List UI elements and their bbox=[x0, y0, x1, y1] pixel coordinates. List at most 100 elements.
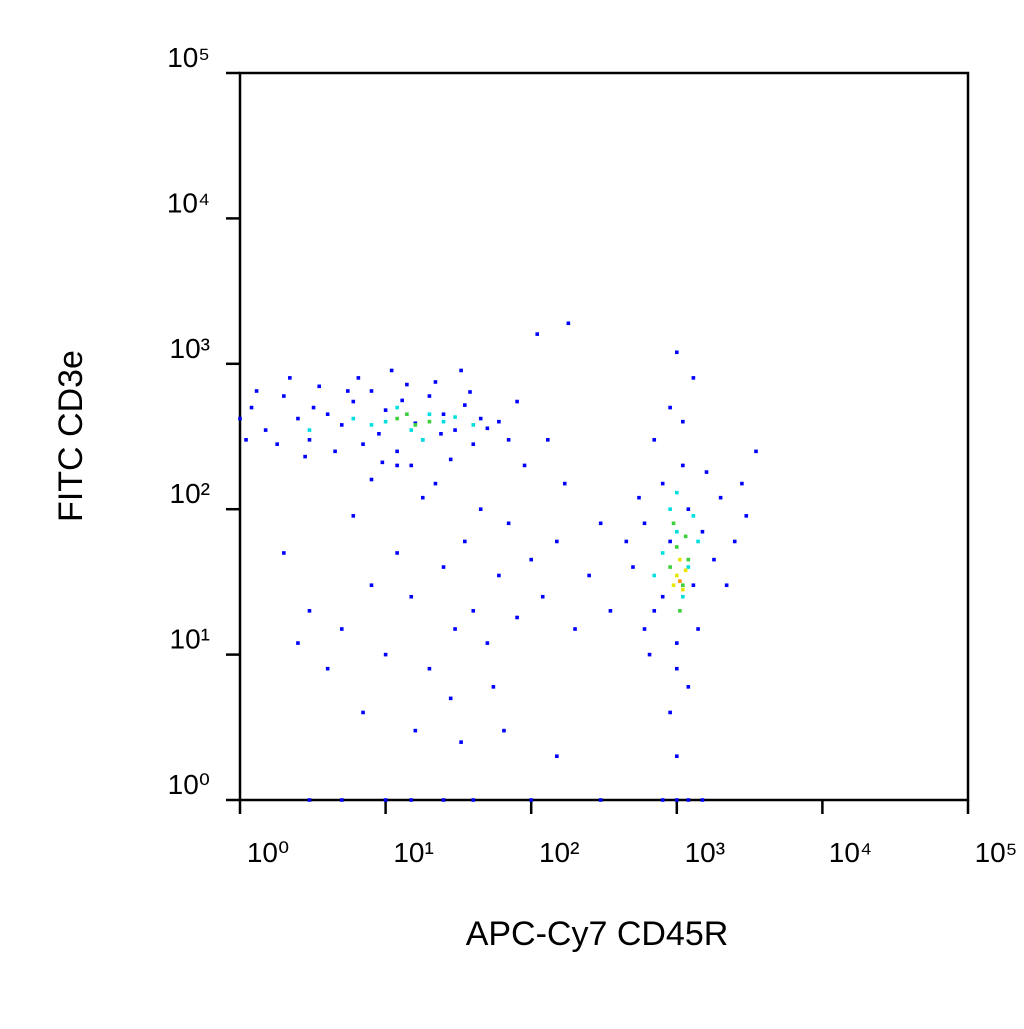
data-point bbox=[249, 405, 254, 410]
data-point bbox=[660, 594, 665, 599]
data-point bbox=[686, 557, 691, 562]
data-point bbox=[351, 399, 356, 404]
data-point bbox=[696, 627, 700, 631]
data-point bbox=[704, 470, 709, 474]
data-point bbox=[660, 481, 665, 486]
data-point bbox=[485, 426, 490, 431]
y-tick-label: 10⁴ bbox=[167, 187, 210, 218]
data-point bbox=[325, 666, 330, 671]
data-point bbox=[647, 652, 652, 657]
data-point bbox=[441, 565, 446, 569]
data-point bbox=[307, 609, 312, 613]
x-tick-label: 10⁴ bbox=[829, 837, 872, 868]
data-point bbox=[380, 460, 385, 465]
data-point bbox=[395, 463, 399, 468]
data-point bbox=[307, 438, 312, 442]
data-point bbox=[383, 419, 388, 424]
data-point bbox=[296, 641, 300, 645]
data-point bbox=[566, 321, 571, 326]
data-point bbox=[631, 565, 635, 569]
data-point bbox=[427, 666, 432, 671]
data-point bbox=[453, 415, 457, 419]
data-point bbox=[471, 423, 476, 427]
data-point bbox=[369, 389, 374, 393]
data-point bbox=[478, 507, 483, 511]
data-point bbox=[427, 412, 432, 417]
data-point bbox=[361, 710, 365, 715]
data-point bbox=[356, 376, 361, 380]
data-point bbox=[420, 438, 425, 442]
data-point bbox=[471, 442, 476, 446]
x-tick-label: 10⁵ bbox=[975, 837, 1018, 868]
data-point bbox=[675, 573, 679, 578]
data-point bbox=[282, 394, 286, 398]
data-point bbox=[587, 573, 591, 578]
data-point bbox=[652, 573, 657, 578]
data-point bbox=[254, 389, 259, 393]
data-point bbox=[263, 428, 268, 432]
data-point bbox=[339, 423, 344, 427]
data-point bbox=[427, 394, 432, 398]
data-point bbox=[339, 798, 344, 802]
data-point bbox=[351, 416, 356, 421]
data-point bbox=[395, 551, 399, 555]
x-tick-label: 10¹ bbox=[393, 837, 433, 868]
data-point bbox=[671, 583, 676, 588]
data-point bbox=[441, 798, 446, 802]
data-point bbox=[686, 565, 691, 569]
data-point bbox=[468, 390, 472, 394]
data-point bbox=[485, 641, 490, 645]
data-point bbox=[660, 798, 665, 802]
data-point bbox=[535, 332, 540, 336]
data-point bbox=[409, 428, 414, 432]
data-point bbox=[459, 740, 463, 744]
data-point bbox=[700, 529, 705, 534]
data-point bbox=[675, 545, 679, 549]
data-point bbox=[718, 495, 723, 500]
data-point bbox=[389, 368, 394, 373]
data-point bbox=[282, 551, 286, 555]
data-point bbox=[668, 710, 672, 715]
data-point bbox=[675, 350, 679, 355]
data-point bbox=[696, 539, 700, 544]
data-point bbox=[369, 477, 374, 482]
data-point bbox=[660, 551, 665, 555]
data-point bbox=[369, 583, 374, 588]
data-point bbox=[361, 442, 365, 446]
data-point bbox=[642, 627, 647, 631]
data-point bbox=[413, 728, 418, 733]
data-point bbox=[427, 419, 432, 424]
data-point bbox=[502, 728, 506, 733]
data-point bbox=[351, 514, 356, 518]
data-point bbox=[317, 384, 322, 389]
x-axis-label: APC-Cy7 CD45R bbox=[466, 915, 729, 953]
data-point bbox=[562, 481, 567, 486]
data-point bbox=[678, 609, 682, 613]
data-point bbox=[642, 521, 647, 526]
data-point bbox=[307, 798, 312, 802]
data-point bbox=[740, 481, 744, 486]
data-point bbox=[675, 529, 679, 534]
data-point bbox=[405, 382, 409, 387]
data-point bbox=[691, 583, 696, 588]
x-tick-label: 10² bbox=[539, 837, 579, 868]
data-point bbox=[691, 376, 696, 380]
y-tick-label: 10² bbox=[170, 478, 210, 509]
data-point bbox=[686, 798, 691, 802]
data-point bbox=[683, 534, 688, 539]
data-point bbox=[377, 432, 381, 436]
data-point bbox=[433, 481, 438, 486]
data-point bbox=[675, 798, 679, 802]
data-point bbox=[441, 412, 446, 417]
data-point bbox=[515, 399, 519, 404]
data-point bbox=[522, 463, 527, 468]
data-point bbox=[668, 405, 672, 410]
data-point bbox=[598, 521, 603, 526]
data-point bbox=[325, 412, 330, 417]
plot-frame bbox=[238, 71, 970, 802]
data-point bbox=[405, 412, 409, 417]
data-point bbox=[573, 627, 577, 631]
data-point bbox=[497, 419, 501, 424]
data-point bbox=[345, 389, 350, 393]
data-point bbox=[675, 666, 679, 671]
